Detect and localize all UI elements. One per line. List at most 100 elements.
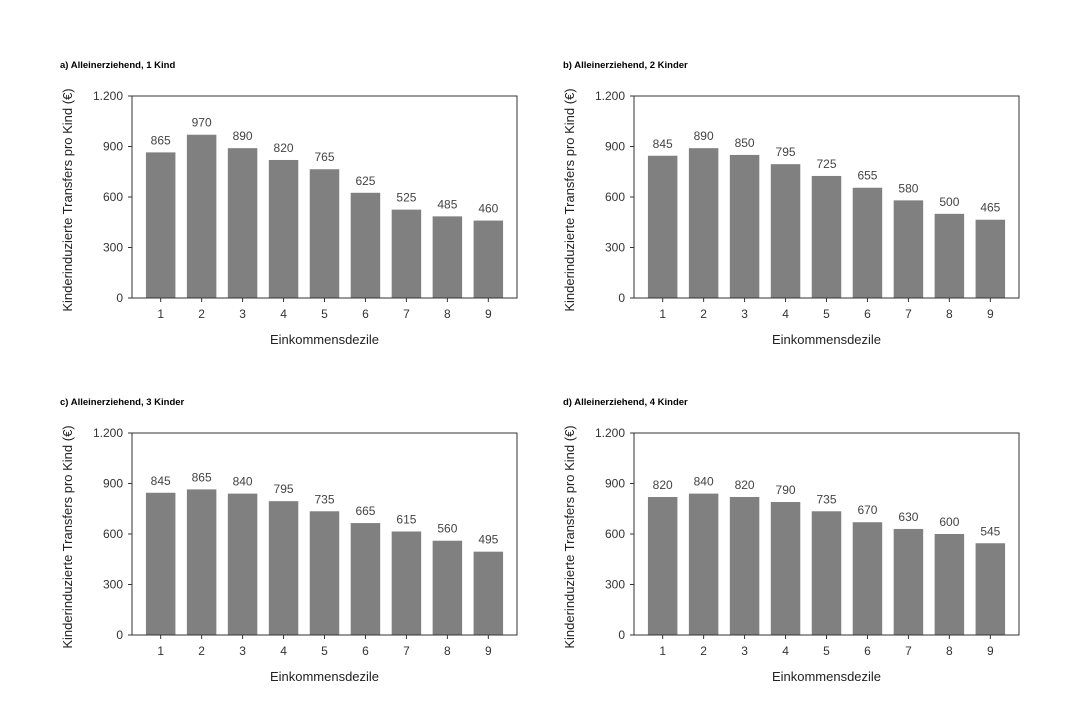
- y-tick-label: 600: [605, 527, 625, 541]
- chart-title: b) Alleinerziehend, 2 Kinder: [563, 60, 688, 71]
- bar: [729, 496, 760, 635]
- data-label: 735: [816, 492, 836, 506]
- chart-title: d) Alleinerziehend, 4 Kinder: [563, 397, 688, 408]
- x-tick-label: 9: [485, 307, 492, 321]
- bar: [186, 489, 217, 635]
- y-tick-label: 300: [605, 241, 625, 255]
- y-tick-label: 900: [605, 140, 625, 154]
- data-label: 820: [274, 141, 294, 155]
- data-label: 615: [396, 512, 416, 526]
- data-label: 735: [314, 492, 334, 506]
- data-label: 485: [437, 197, 457, 211]
- bar: [852, 522, 883, 635]
- x-axis-label: Einkommensdezile: [772, 332, 881, 347]
- y-tick-label: 0: [116, 628, 123, 642]
- x-tick-label: 6: [864, 644, 871, 658]
- bar: [473, 220, 504, 298]
- data-label: 795: [274, 482, 294, 496]
- bar: [770, 164, 801, 298]
- x-tick-label: 4: [782, 307, 789, 321]
- y-tick-label: 0: [618, 628, 625, 642]
- bar: [770, 502, 801, 635]
- bar: [268, 501, 299, 635]
- plot-frame: [633, 95, 1020, 299]
- bar: [350, 523, 381, 635]
- data-label: 665: [355, 504, 375, 518]
- bar: [432, 216, 463, 298]
- x-tick-label: 3: [741, 644, 748, 658]
- bar: [186, 134, 217, 298]
- data-label: 840: [694, 475, 714, 489]
- y-tick-label: 900: [605, 477, 625, 491]
- x-axis-label: Einkommensdezile: [270, 669, 379, 684]
- y-tick-label: 1.200: [93, 426, 123, 440]
- data-label: 625: [355, 174, 375, 188]
- data-label: 580: [898, 181, 918, 195]
- plot-frame: [131, 95, 518, 299]
- data-label: 500: [939, 195, 959, 209]
- x-tick-label: 4: [782, 644, 789, 658]
- data-label: 970: [192, 116, 212, 130]
- x-tick-label: 5: [823, 307, 830, 321]
- y-tick-label: 1.200: [595, 426, 625, 440]
- y-axis-label: Kinderinduzierte Transfers pro Kind (€): [60, 88, 75, 311]
- x-tick-label: 4: [280, 307, 287, 321]
- x-tick-label: 5: [823, 644, 830, 658]
- x-tick-label: 5: [321, 644, 328, 658]
- data-label: 630: [898, 510, 918, 524]
- x-tick-label: 8: [444, 307, 451, 321]
- x-tick-label: 1: [659, 307, 666, 321]
- data-label: 795: [776, 145, 796, 159]
- x-tick-label: 7: [403, 307, 410, 321]
- chart-panel-2: c) Alleinerziehend, 3 Kinder845186528403…: [60, 397, 518, 684]
- data-label: 525: [396, 191, 416, 205]
- bar: [688, 148, 719, 298]
- y-tick-label: 0: [618, 291, 625, 305]
- data-label: 865: [151, 133, 171, 147]
- x-tick-label: 2: [700, 307, 707, 321]
- chart-title: a) Alleinerziehend, 1 Kind: [60, 60, 175, 71]
- plot-frame: [131, 432, 518, 636]
- bar: [350, 192, 381, 298]
- bar: [934, 534, 965, 635]
- bar: [647, 155, 678, 298]
- data-label: 840: [233, 475, 253, 489]
- x-tick-label: 2: [700, 644, 707, 658]
- x-tick-label: 1: [157, 644, 164, 658]
- bar: [893, 200, 924, 298]
- data-label: 545: [980, 524, 1000, 538]
- data-label: 495: [478, 533, 498, 547]
- y-tick-label: 600: [103, 190, 123, 204]
- bar: [391, 209, 422, 299]
- bar: [227, 493, 258, 635]
- x-tick-label: 6: [864, 307, 871, 321]
- data-label: 845: [653, 137, 673, 151]
- data-label: 560: [437, 522, 457, 536]
- x-tick-label: 2: [198, 307, 205, 321]
- x-tick-label: 3: [239, 307, 246, 321]
- data-label: 670: [857, 503, 877, 517]
- chart-panel-0: a) Alleinerziehend, 1 Kind86519702890382…: [60, 60, 518, 347]
- data-label: 655: [857, 169, 877, 183]
- x-axis-label: Einkommensdezile: [270, 332, 379, 347]
- y-tick-label: 600: [103, 527, 123, 541]
- bar: [811, 511, 842, 635]
- data-label: 820: [653, 478, 673, 492]
- y-tick-label: 300: [605, 578, 625, 592]
- x-axis-label: Einkommensdezile: [772, 669, 881, 684]
- bar: [893, 528, 924, 635]
- bar: [729, 154, 760, 298]
- y-axis-label: Kinderinduzierte Transfers pro Kind (€): [60, 425, 75, 648]
- bar: [647, 496, 678, 635]
- x-tick-label: 4: [280, 644, 287, 658]
- bar: [473, 551, 504, 635]
- bar: [934, 213, 965, 298]
- y-tick-label: 1.200: [93, 89, 123, 103]
- data-label: 890: [233, 129, 253, 143]
- bar: [309, 511, 340, 635]
- chart-title: c) Alleinerziehend, 3 Kinder: [60, 397, 185, 408]
- x-tick-label: 3: [239, 644, 246, 658]
- y-tick-label: 300: [103, 578, 123, 592]
- bar: [227, 148, 258, 298]
